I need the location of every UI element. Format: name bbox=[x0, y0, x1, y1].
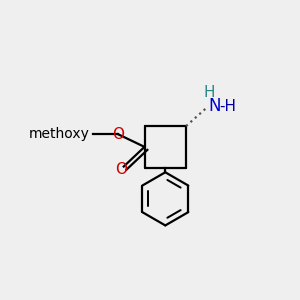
Text: O: O bbox=[112, 127, 124, 142]
Text: methoxy: methoxy bbox=[29, 127, 90, 141]
Text: H: H bbox=[203, 85, 215, 100]
Text: -H: -H bbox=[220, 99, 237, 114]
Text: O: O bbox=[115, 162, 127, 177]
Text: N: N bbox=[208, 98, 220, 116]
